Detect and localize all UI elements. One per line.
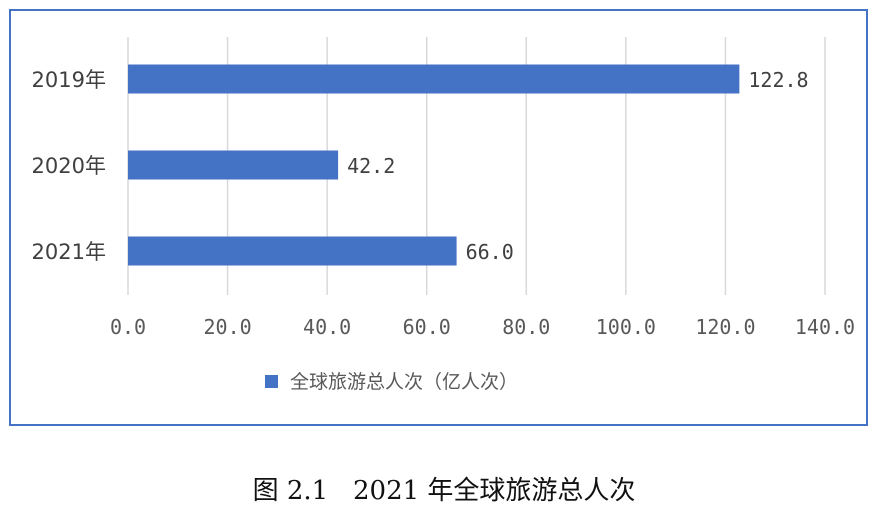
- legend-swatch: [265, 375, 278, 388]
- legend[interactable]: 全球旅游总人次（亿人次）: [265, 371, 518, 393]
- x-tick-label: 40.0: [303, 315, 351, 339]
- value-label: 42.2: [347, 154, 395, 178]
- x-tick-label: 80.0: [502, 315, 550, 339]
- bar-chart: 2019年 2020年 2021年 122.8 42.2 66.0 0.0 20.0 40.…: [32, 37, 855, 393]
- x-tick-label: 100.0: [596, 315, 656, 339]
- bar: [128, 150, 339, 180]
- bars: [128, 64, 740, 266]
- x-tick-label: 140.0: [795, 315, 855, 339]
- value-labels: 122.8 42.2 66.0: [347, 68, 808, 264]
- category-label: 2021年: [32, 240, 106, 264]
- figure-caption: 图 2.1 2021 年全球旅游总人次: [0, 470, 888, 507]
- value-label: 122.8: [748, 68, 808, 92]
- category-label: 2020年: [32, 154, 106, 178]
- value-label: 66.0: [466, 240, 514, 264]
- bar: [128, 236, 457, 266]
- x-tick-label: 120.0: [695, 315, 755, 339]
- legend-label: 全球旅游总人次（亿人次）: [290, 371, 518, 393]
- figure-title: 2021 年全球旅游总人次: [352, 476, 636, 506]
- x-tick-labels: 0.0 20.0 40.0 60.0 80.0 100.0 120.0 140.0: [110, 315, 855, 339]
- category-label: 2019年: [32, 68, 106, 92]
- figure-number: 图 2.1: [252, 476, 329, 506]
- category-labels: 2019年 2020年 2021年: [32, 68, 106, 264]
- x-tick-label: 20.0: [203, 315, 251, 339]
- x-tick-label: 60.0: [403, 315, 451, 339]
- x-tick-label: 0.0: [110, 315, 146, 339]
- bar: [128, 64, 740, 94]
